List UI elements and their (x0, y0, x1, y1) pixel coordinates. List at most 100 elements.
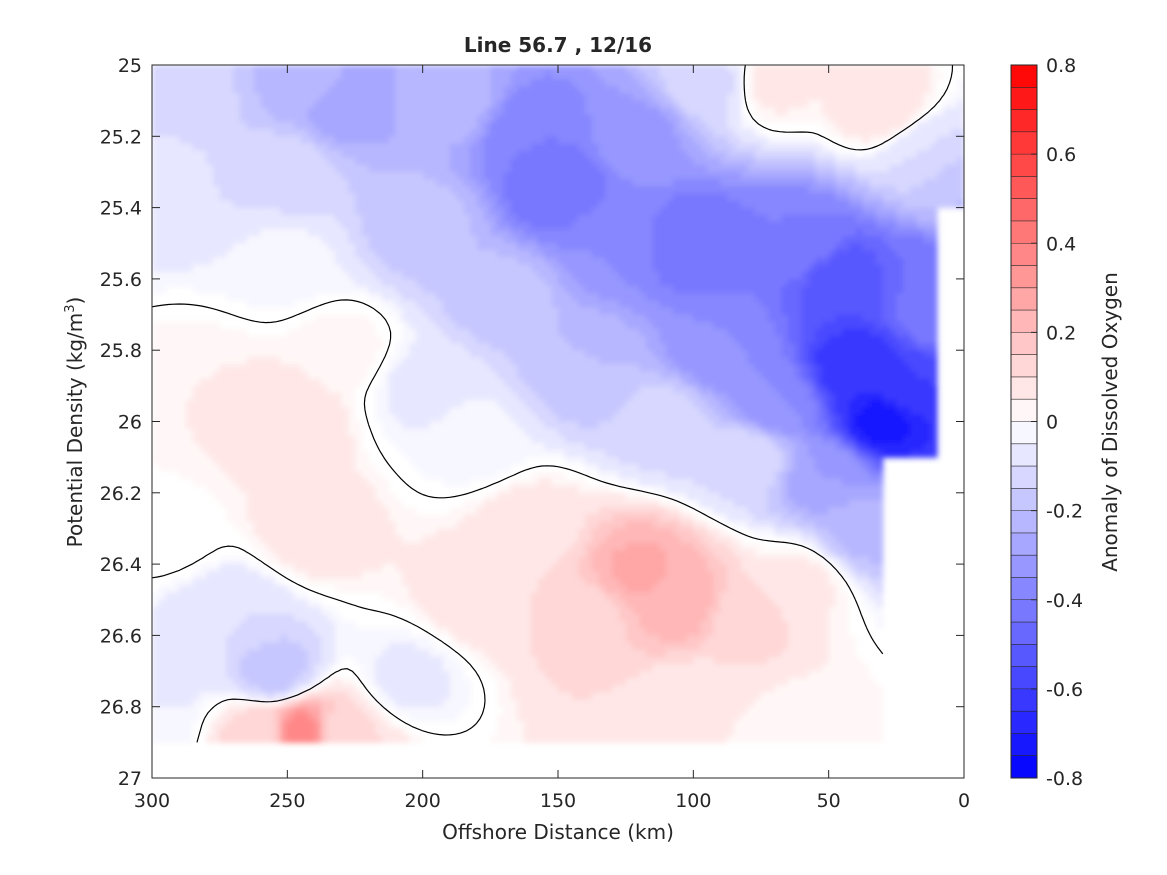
field-cell (660, 165, 667, 173)
field-cell (490, 129, 497, 137)
field-cell (267, 350, 274, 358)
field-cell (429, 329, 436, 337)
field-cell (869, 179, 876, 187)
field-cell (179, 279, 186, 287)
field-cell (687, 115, 694, 123)
field-cell (457, 336, 464, 344)
field-cell (287, 143, 294, 151)
field-cell (626, 250, 633, 258)
field-cell (957, 186, 964, 194)
field-cell (700, 343, 707, 351)
field-cell (314, 101, 321, 109)
field-cell (856, 307, 863, 315)
field-cell (152, 172, 159, 180)
field-cell (795, 265, 802, 273)
field-cell (551, 115, 558, 123)
field-cell (206, 143, 213, 151)
field-cell (578, 101, 585, 109)
field-cell (815, 279, 822, 287)
field-cell (402, 79, 409, 87)
field-cell (660, 343, 667, 351)
field-cell (538, 258, 545, 266)
field-cell (199, 165, 206, 173)
field-cell (457, 322, 464, 330)
field-cell (619, 343, 626, 351)
field-cell (301, 94, 308, 102)
field-cell (490, 265, 497, 273)
field-cell (497, 229, 504, 237)
field-cell (741, 186, 748, 194)
field-cell (856, 265, 863, 273)
field-cell (829, 372, 836, 380)
field-cell (592, 315, 599, 323)
field-cell (781, 286, 788, 294)
field-cell (863, 229, 870, 237)
field-cell (429, 215, 436, 223)
field-cell (382, 79, 389, 87)
field-cell (179, 336, 186, 344)
field-cell (876, 136, 883, 144)
field-cell (653, 286, 660, 294)
field-cell (883, 179, 890, 187)
field-cell (396, 122, 403, 130)
field-cell (950, 115, 957, 123)
field-cell (240, 229, 247, 237)
field-cell (944, 151, 951, 159)
field-cell (578, 186, 585, 194)
field-cell (166, 122, 173, 130)
field-cell (321, 343, 328, 351)
field-cell (314, 208, 321, 216)
field-cell (802, 243, 809, 251)
field-cell (653, 79, 660, 87)
field-cell (775, 322, 782, 330)
field-cell (375, 215, 382, 223)
field-cell (835, 79, 842, 87)
field-cell (314, 372, 321, 380)
field-cell (612, 151, 619, 159)
field-cell (572, 322, 579, 330)
field-cell (835, 72, 842, 80)
field-cell (531, 250, 538, 258)
field-cell (247, 236, 254, 244)
field-cell (213, 236, 220, 244)
field-cell (301, 322, 308, 330)
field-cell (206, 208, 213, 216)
field-cell (504, 350, 511, 358)
field-cell (781, 143, 788, 151)
field-cell (673, 200, 680, 208)
field-cell (714, 115, 721, 123)
field-cell (856, 86, 863, 94)
field-cell (152, 108, 159, 116)
field-cell (538, 336, 545, 344)
field-cell (240, 293, 247, 301)
field-cell (856, 215, 863, 223)
field-cell (592, 215, 599, 223)
field-cell (308, 151, 315, 159)
field-cell (822, 307, 829, 315)
field-cell (186, 101, 193, 109)
field-cell (429, 122, 436, 130)
field-cell (267, 72, 274, 80)
field-cell (957, 200, 964, 208)
field-cell (842, 129, 849, 137)
field-cell (869, 286, 876, 294)
field-cell (477, 151, 484, 159)
field-cell (193, 193, 200, 201)
field-cell (863, 165, 870, 173)
field-cell (808, 336, 815, 344)
field-cell (409, 86, 416, 94)
field-cell (490, 172, 497, 180)
field-cell (930, 208, 937, 216)
field-cell (693, 86, 700, 94)
field-cell (443, 293, 450, 301)
field-cell (673, 208, 680, 216)
field-cell (734, 357, 741, 365)
field-cell (463, 372, 470, 380)
field-cell (301, 343, 308, 351)
field-cell (687, 101, 694, 109)
field-cell (396, 94, 403, 102)
field-cell (260, 143, 267, 151)
field-cell (856, 286, 863, 294)
field-cell (795, 101, 802, 109)
field-cell (335, 179, 342, 187)
